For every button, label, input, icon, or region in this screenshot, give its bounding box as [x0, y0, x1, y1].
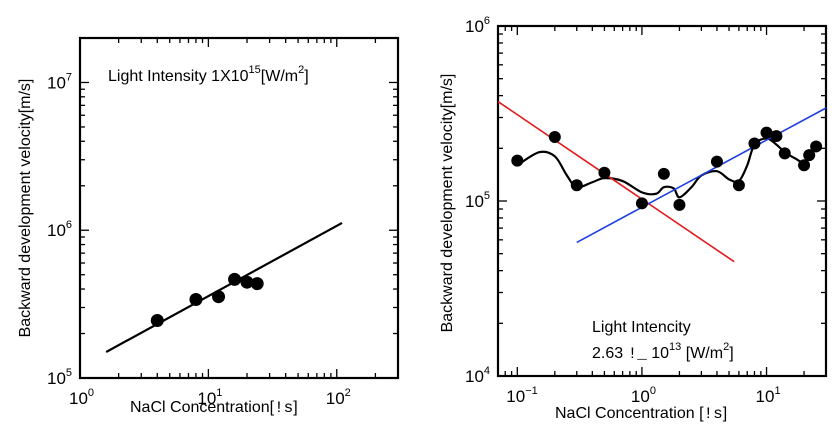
- right-y-tick-label: 104: [465, 365, 490, 386]
- right-data-point: [657, 167, 670, 180]
- right-x-tick-label: 101: [756, 385, 781, 406]
- left-data-point: [250, 277, 264, 291]
- right-red-fit-line: [497, 100, 735, 263]
- right-annotation-line2: 2.63 !_ 1013 [W/m2]: [592, 341, 734, 363]
- right-data-point: [803, 149, 816, 162]
- right-data-point: [732, 179, 745, 192]
- right-data-point: [710, 155, 723, 168]
- right-data-point: [511, 154, 524, 167]
- right-data-point: [570, 179, 583, 192]
- left-y-tick-label: 107: [47, 71, 72, 92]
- left-data-point: [150, 313, 164, 327]
- right-data-point: [798, 159, 811, 172]
- right-data-point: [598, 166, 611, 179]
- left-data-points: [150, 272, 264, 327]
- left-plot-frame: [78, 36, 400, 380]
- right-data-point: [673, 198, 686, 211]
- left-x-axis-label: NaCl Concentration[!s]: [130, 399, 298, 417]
- right-lines: [497, 100, 827, 263]
- right-y-tick-label: 105: [465, 190, 490, 211]
- right-data-point: [810, 140, 823, 153]
- left-data-point: [228, 272, 242, 286]
- right-axis-ticks: 10−1 100 101 104 105 106: [465, 15, 827, 406]
- left-axis-ticks: 100 101 102 105 106 107: [47, 37, 399, 408]
- left-x-tick-label: 100: [69, 387, 94, 408]
- left-y-axis-label: Backward development velocity[m/s]: [17, 79, 34, 338]
- left-x-tick-label: 102: [326, 387, 351, 408]
- right-data-point: [770, 130, 783, 143]
- right-y-tick-label: 106: [465, 15, 490, 36]
- left-y-tick-label: 105: [47, 367, 72, 388]
- right-x-tick-label: 100: [631, 385, 656, 406]
- left-data-point: [189, 292, 203, 306]
- right-data-point: [778, 147, 791, 160]
- right-data-point: [548, 131, 561, 144]
- left-x-tick-label: 101: [197, 387, 222, 408]
- right-data-point: [748, 137, 761, 150]
- right-blue-fit-line: [576, 107, 827, 244]
- right-x-tick-label: 10−1: [506, 385, 537, 406]
- left-fit-line: [105, 222, 343, 353]
- right-annotation-line1: Light Intencity: [592, 319, 691, 336]
- left-data-point: [240, 275, 254, 289]
- left-y-tick-label: 106: [47, 219, 72, 240]
- right-smooth-curve: [516, 137, 817, 199]
- right-data-point: [760, 126, 773, 139]
- left-fit-line-segment: [105, 222, 343, 353]
- left-chart: 100 101 102 105 106 107 Light Intensity 1X101…: [17, 36, 400, 417]
- right-y-axis-label: Backward development velocity[m/s]: [439, 74, 456, 333]
- right-data-point: [635, 197, 648, 210]
- right-chart: 10−1 100 101 104 105 106 Light Intencity 2.63…: [439, 15, 828, 423]
- right-x-axis-label: NaCl Concentration [!s]: [555, 405, 727, 423]
- right-data-points: [511, 126, 823, 211]
- left-data-point: [212, 290, 226, 304]
- left-annotation: Light Intensity 1X1015[W/m2]: [108, 64, 309, 85]
